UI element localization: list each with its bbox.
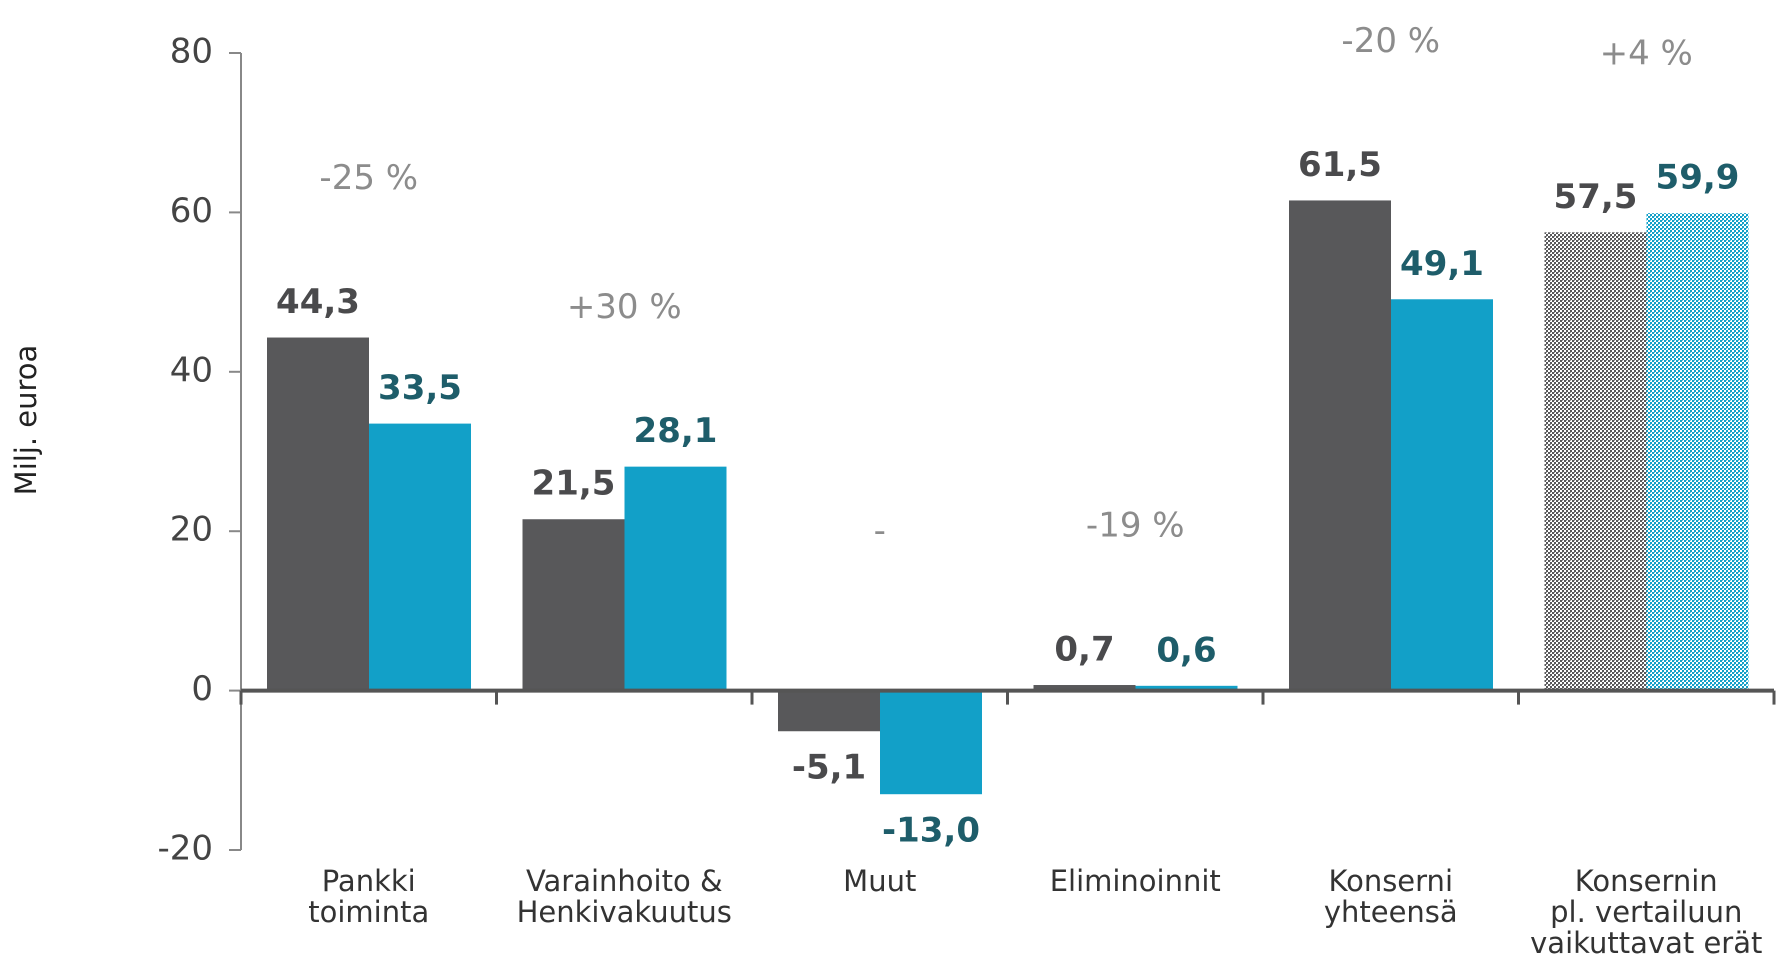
value-label: 0,7 (1054, 630, 1114, 670)
annotation: -25 % (319, 158, 418, 198)
value-label: 59,9 (1656, 158, 1740, 198)
bar (522, 519, 625, 691)
bar (1289, 200, 1391, 691)
value-label: 49,1 (1400, 244, 1484, 284)
bar (880, 690, 982, 795)
y-tick-label: -20 (157, 829, 213, 869)
annotation: -19 % (1086, 506, 1185, 546)
value-label: 0,6 (1156, 630, 1216, 670)
bar (624, 466, 727, 691)
value-label: -13,0 (882, 811, 980, 851)
x-tick-label: Muut (843, 864, 917, 898)
annotation: +4 % (1600, 34, 1693, 74)
y-tick-label: 40 (170, 350, 213, 390)
x-tick-label: Konserni yhteensä (1323, 864, 1458, 929)
y-tick-label: 80 (170, 32, 213, 72)
x-tick-label: Varainhoito & Henkivakuutus (516, 864, 732, 929)
bar (267, 337, 369, 691)
x-tick-label: Eliminoinnit (1049, 864, 1221, 898)
value-label: 57,5 (1554, 177, 1638, 217)
value-label: -5,1 (792, 748, 866, 788)
y-tick-label: 0 (191, 669, 213, 709)
annotation: - (874, 511, 886, 551)
bar (369, 423, 471, 691)
bar (1544, 232, 1647, 691)
value-label: 28,1 (634, 411, 718, 451)
value-label: 33,5 (378, 368, 462, 408)
y-axis-label: Milj. euroa (9, 345, 43, 496)
bar (1033, 685, 1136, 691)
value-label: 61,5 (1298, 145, 1382, 185)
y-tick-label: 20 (170, 510, 213, 550)
annotation: +30 % (567, 287, 682, 327)
annotation: -20 % (1341, 21, 1440, 61)
bar (778, 690, 880, 732)
value-label: 21,5 (532, 464, 616, 504)
x-tick-label: Konsernin pl. vertailuun vaikuttavat erä… (1530, 864, 1763, 956)
x-tick-label: Pankki toiminta (308, 864, 430, 929)
bar (1646, 213, 1749, 691)
y-tick-label: 60 (170, 191, 213, 231)
value-label: 44,3 (276, 282, 360, 322)
bar (1391, 299, 1493, 691)
bar (1135, 685, 1238, 691)
